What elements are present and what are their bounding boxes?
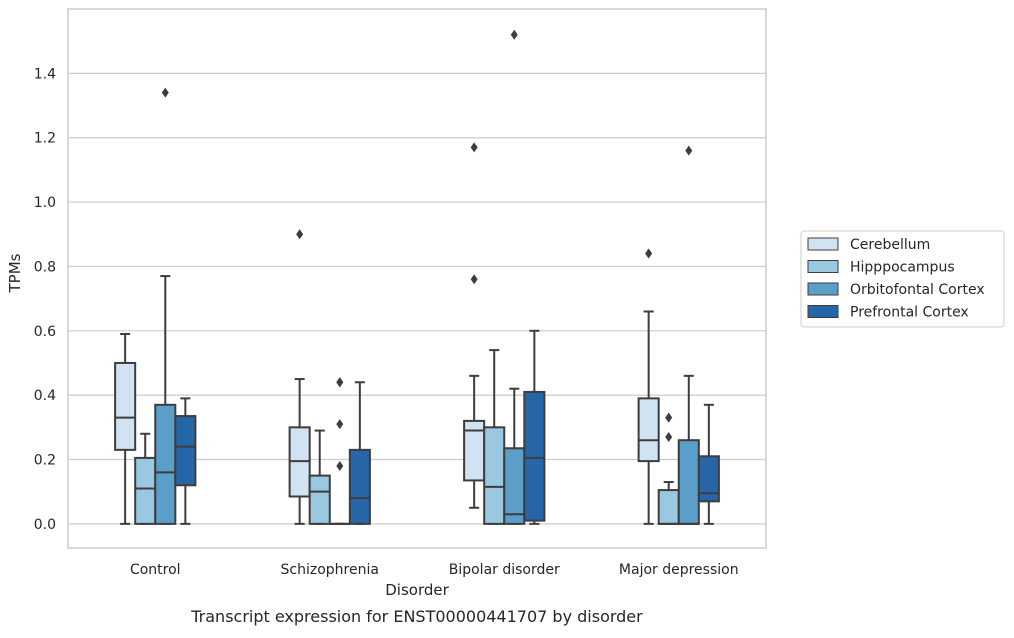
box-2-1 [484, 350, 504, 524]
box-2-3 [524, 331, 544, 524]
legend-label: Prefrontal Cortex [850, 305, 969, 321]
box-body [639, 398, 659, 461]
x-axis-label: Disorder [385, 581, 449, 599]
box-series [115, 276, 719, 524]
box-body [175, 416, 195, 485]
outlier-points [162, 30, 693, 471]
box-3-3 [699, 405, 719, 524]
box-0-3 [175, 398, 195, 523]
y-axis-label: TPMs [6, 253, 24, 293]
x-tick-label: Control [130, 562, 181, 578]
box-3-2 [679, 376, 699, 524]
box-2-2 [504, 389, 524, 524]
box-body [699, 456, 719, 501]
x-tick-label: Schizophrenia [281, 562, 379, 578]
legend-label: Cerebellum [850, 237, 930, 253]
y-tick-label: 0.0 [34, 517, 56, 533]
outlier-point [645, 249, 652, 259]
outlier-point [665, 432, 672, 442]
box-0-1 [135, 434, 155, 524]
y-tick-labels: 0.0 0.2 0.4 0.6 0.8 1.0 1.2 1.4 [34, 66, 56, 533]
legend-swatch [808, 306, 838, 318]
y-tick-label: 1.2 [34, 131, 56, 147]
box-body [350, 450, 370, 524]
outlier-point [471, 274, 478, 284]
box-body [504, 448, 524, 524]
box-body [135, 458, 155, 524]
x-tick-label: Bipolar disorder [449, 562, 560, 578]
box-3-0 [639, 311, 659, 523]
outlier-point [162, 88, 169, 98]
box-body [679, 440, 699, 524]
box-1-0 [290, 379, 310, 524]
legend-label: Orbitofontal Cortex [850, 282, 985, 298]
x-tick-labels: Control Schizophrenia Bipolar disorder Majo… [130, 562, 739, 578]
y-tick-label: 0.2 [34, 453, 56, 469]
y-tick-label: 0.8 [34, 259, 56, 275]
box-3-1 [659, 482, 679, 524]
box-0-0 [115, 334, 135, 524]
outlier-point [471, 142, 478, 152]
legend: Cerebellum Hipppocampus Orbitofontal Corte… [801, 231, 1004, 327]
y-tick-label: 1.4 [34, 66, 56, 82]
outlier-point [336, 377, 343, 387]
box-body [484, 427, 504, 524]
outlier-point [665, 413, 672, 423]
legend-swatch [808, 261, 838, 273]
legend-swatch [808, 238, 838, 250]
legend-label: Hipppocampus [850, 260, 955, 276]
outlier-point [511, 30, 518, 40]
y-tick-label: 0.4 [34, 388, 56, 404]
y-tick-label: 0.6 [34, 324, 56, 340]
box-1-1 [310, 431, 330, 524]
box-1-3 [350, 382, 370, 524]
y-tick-label: 1.0 [34, 195, 56, 211]
box-body [155, 405, 175, 524]
box-body [659, 490, 679, 524]
box-0-2 [155, 276, 175, 524]
box-body [310, 476, 330, 524]
figure-caption: Transcript expression for ENST0000044170… [190, 607, 643, 626]
outlier-point [296, 229, 303, 239]
box-body [115, 363, 135, 450]
legend-swatch [808, 283, 838, 295]
x-tick-label: Major depression [619, 562, 739, 578]
outlier-point [336, 461, 343, 471]
outlier-point [336, 419, 343, 429]
box-body [524, 392, 544, 521]
outlier-point [685, 146, 692, 156]
